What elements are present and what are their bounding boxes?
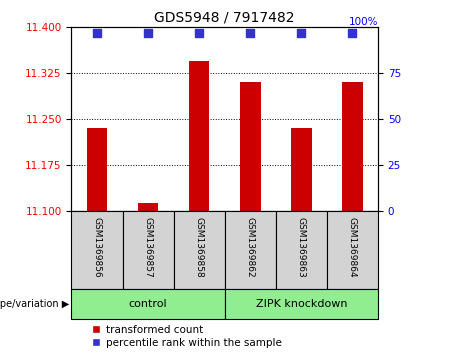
Text: GSM1369858: GSM1369858 bbox=[195, 217, 204, 278]
Bar bbox=[327, 211, 378, 289]
Text: GSM1369857: GSM1369857 bbox=[143, 217, 153, 278]
Bar bbox=[123, 211, 174, 289]
Text: control: control bbox=[129, 299, 167, 309]
Title: GDS5948 / 7917482: GDS5948 / 7917482 bbox=[154, 11, 295, 25]
Bar bbox=[240, 82, 260, 211]
Bar bbox=[174, 211, 225, 289]
Bar bbox=[138, 203, 158, 211]
Bar bbox=[225, 289, 378, 319]
Bar bbox=[342, 82, 363, 211]
Point bbox=[93, 30, 100, 36]
Bar bbox=[225, 211, 276, 289]
Text: GSM1369856: GSM1369856 bbox=[93, 217, 101, 278]
Bar bbox=[87, 128, 107, 211]
Point bbox=[349, 30, 356, 36]
Point bbox=[144, 30, 152, 36]
Point bbox=[298, 30, 305, 36]
Text: genotype/variation ▶: genotype/variation ▶ bbox=[0, 299, 69, 309]
Bar bbox=[189, 61, 209, 211]
Legend: transformed count, percentile rank within the sample: transformed count, percentile rank withi… bbox=[92, 325, 281, 348]
Bar bbox=[276, 211, 327, 289]
Bar bbox=[291, 128, 312, 211]
Point bbox=[247, 30, 254, 36]
Text: GSM1369864: GSM1369864 bbox=[348, 217, 357, 277]
Text: 100%: 100% bbox=[349, 17, 378, 27]
Text: ZIPK knockdown: ZIPK knockdown bbox=[256, 299, 347, 309]
Point bbox=[195, 30, 203, 36]
Text: GSM1369862: GSM1369862 bbox=[246, 217, 255, 277]
Text: GSM1369863: GSM1369863 bbox=[297, 217, 306, 278]
Bar bbox=[71, 289, 225, 319]
Bar bbox=[71, 211, 123, 289]
